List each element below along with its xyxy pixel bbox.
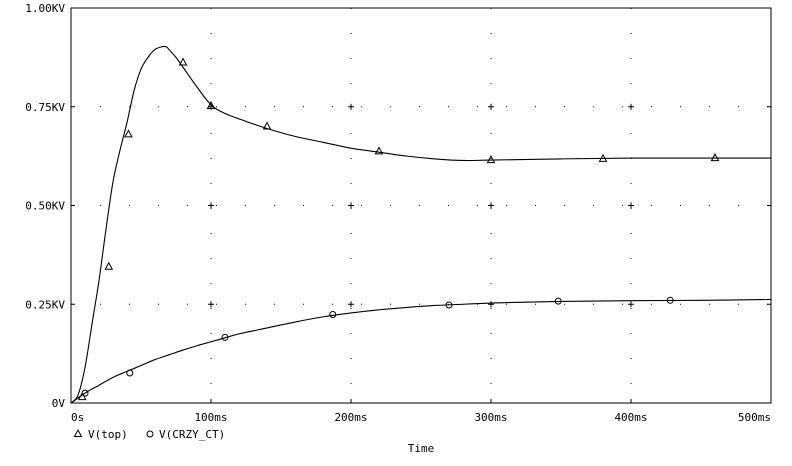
- data-point-v-top: [104, 261, 114, 270]
- y-tick-label: 1.00KV: [25, 2, 65, 15]
- x-tick-label: 300ms: [474, 411, 507, 424]
- data-point-v-crzy-ct: [666, 296, 674, 304]
- x-tick-label: 0s: [71, 411, 84, 424]
- legend-circle-icon: [146, 430, 154, 438]
- legend: V(top) V(CRZY_CT): [73, 428, 225, 441]
- x-tick-label: 100ms: [194, 411, 227, 424]
- series-lines: [70, 45, 772, 404]
- plot-frame: [70, 7, 772, 404]
- x-tick-label: 200ms: [334, 411, 367, 424]
- grid-cross: [488, 202, 494, 209]
- data-point-v-top: [206, 100, 216, 109]
- y-tick-label: 0.75KV: [25, 101, 65, 114]
- data-point-v-crzy-ct: [329, 311, 337, 319]
- y-tick-label: 0.25KV: [25, 298, 65, 311]
- x-axis-label: Time: [408, 442, 435, 455]
- data-point-v-top: [178, 57, 188, 66]
- data-point-v-top: [486, 155, 496, 164]
- grid-cross: [208, 301, 214, 308]
- grid-cross: [628, 202, 634, 209]
- data-point-v-crzy-ct: [126, 369, 134, 377]
- x-tick-label: 400ms: [614, 411, 647, 424]
- grid-cross: [348, 301, 354, 308]
- legend-label-v-top: V(top): [88, 428, 128, 441]
- series-line-v-crzy-ct: [70, 298, 772, 404]
- grid-cross: [628, 301, 634, 308]
- data-point-v-crzy-ct: [221, 333, 229, 341]
- legend-triangle-icon: [73, 428, 83, 437]
- y-tick-label: 0.50KV: [25, 200, 65, 213]
- data-point-v-top: [262, 121, 272, 130]
- x-tick-labels: 0s 100ms 200ms 300ms 400ms 500ms: [70, 399, 772, 424]
- legend-label-v-crzy-ct: V(CRZY_CT): [159, 428, 225, 441]
- grid-cross: [208, 202, 214, 209]
- data-point-v-top: [374, 146, 384, 155]
- y-tick-labels: 0V 0.25KV 0.50KV 0.75KV 1.00KV: [25, 2, 771, 410]
- y-tick-label: 0V: [52, 397, 66, 410]
- series-line-v-top: [70, 45, 771, 404]
- data-point-v-crzy-ct: [81, 389, 89, 397]
- data-point-v-crzy-ct: [554, 297, 562, 305]
- grid-cross: [348, 202, 354, 209]
- grid-cross: [488, 301, 494, 308]
- series-markers: [77, 57, 720, 401]
- data-point-v-top: [124, 129, 133, 138]
- grid: [71, 8, 771, 403]
- data-point-v-top: [710, 153, 720, 162]
- data-point-v-crzy-ct: [445, 301, 453, 309]
- x-tick-label: 500ms: [738, 411, 771, 424]
- data-point-v-top: [598, 153, 608, 162]
